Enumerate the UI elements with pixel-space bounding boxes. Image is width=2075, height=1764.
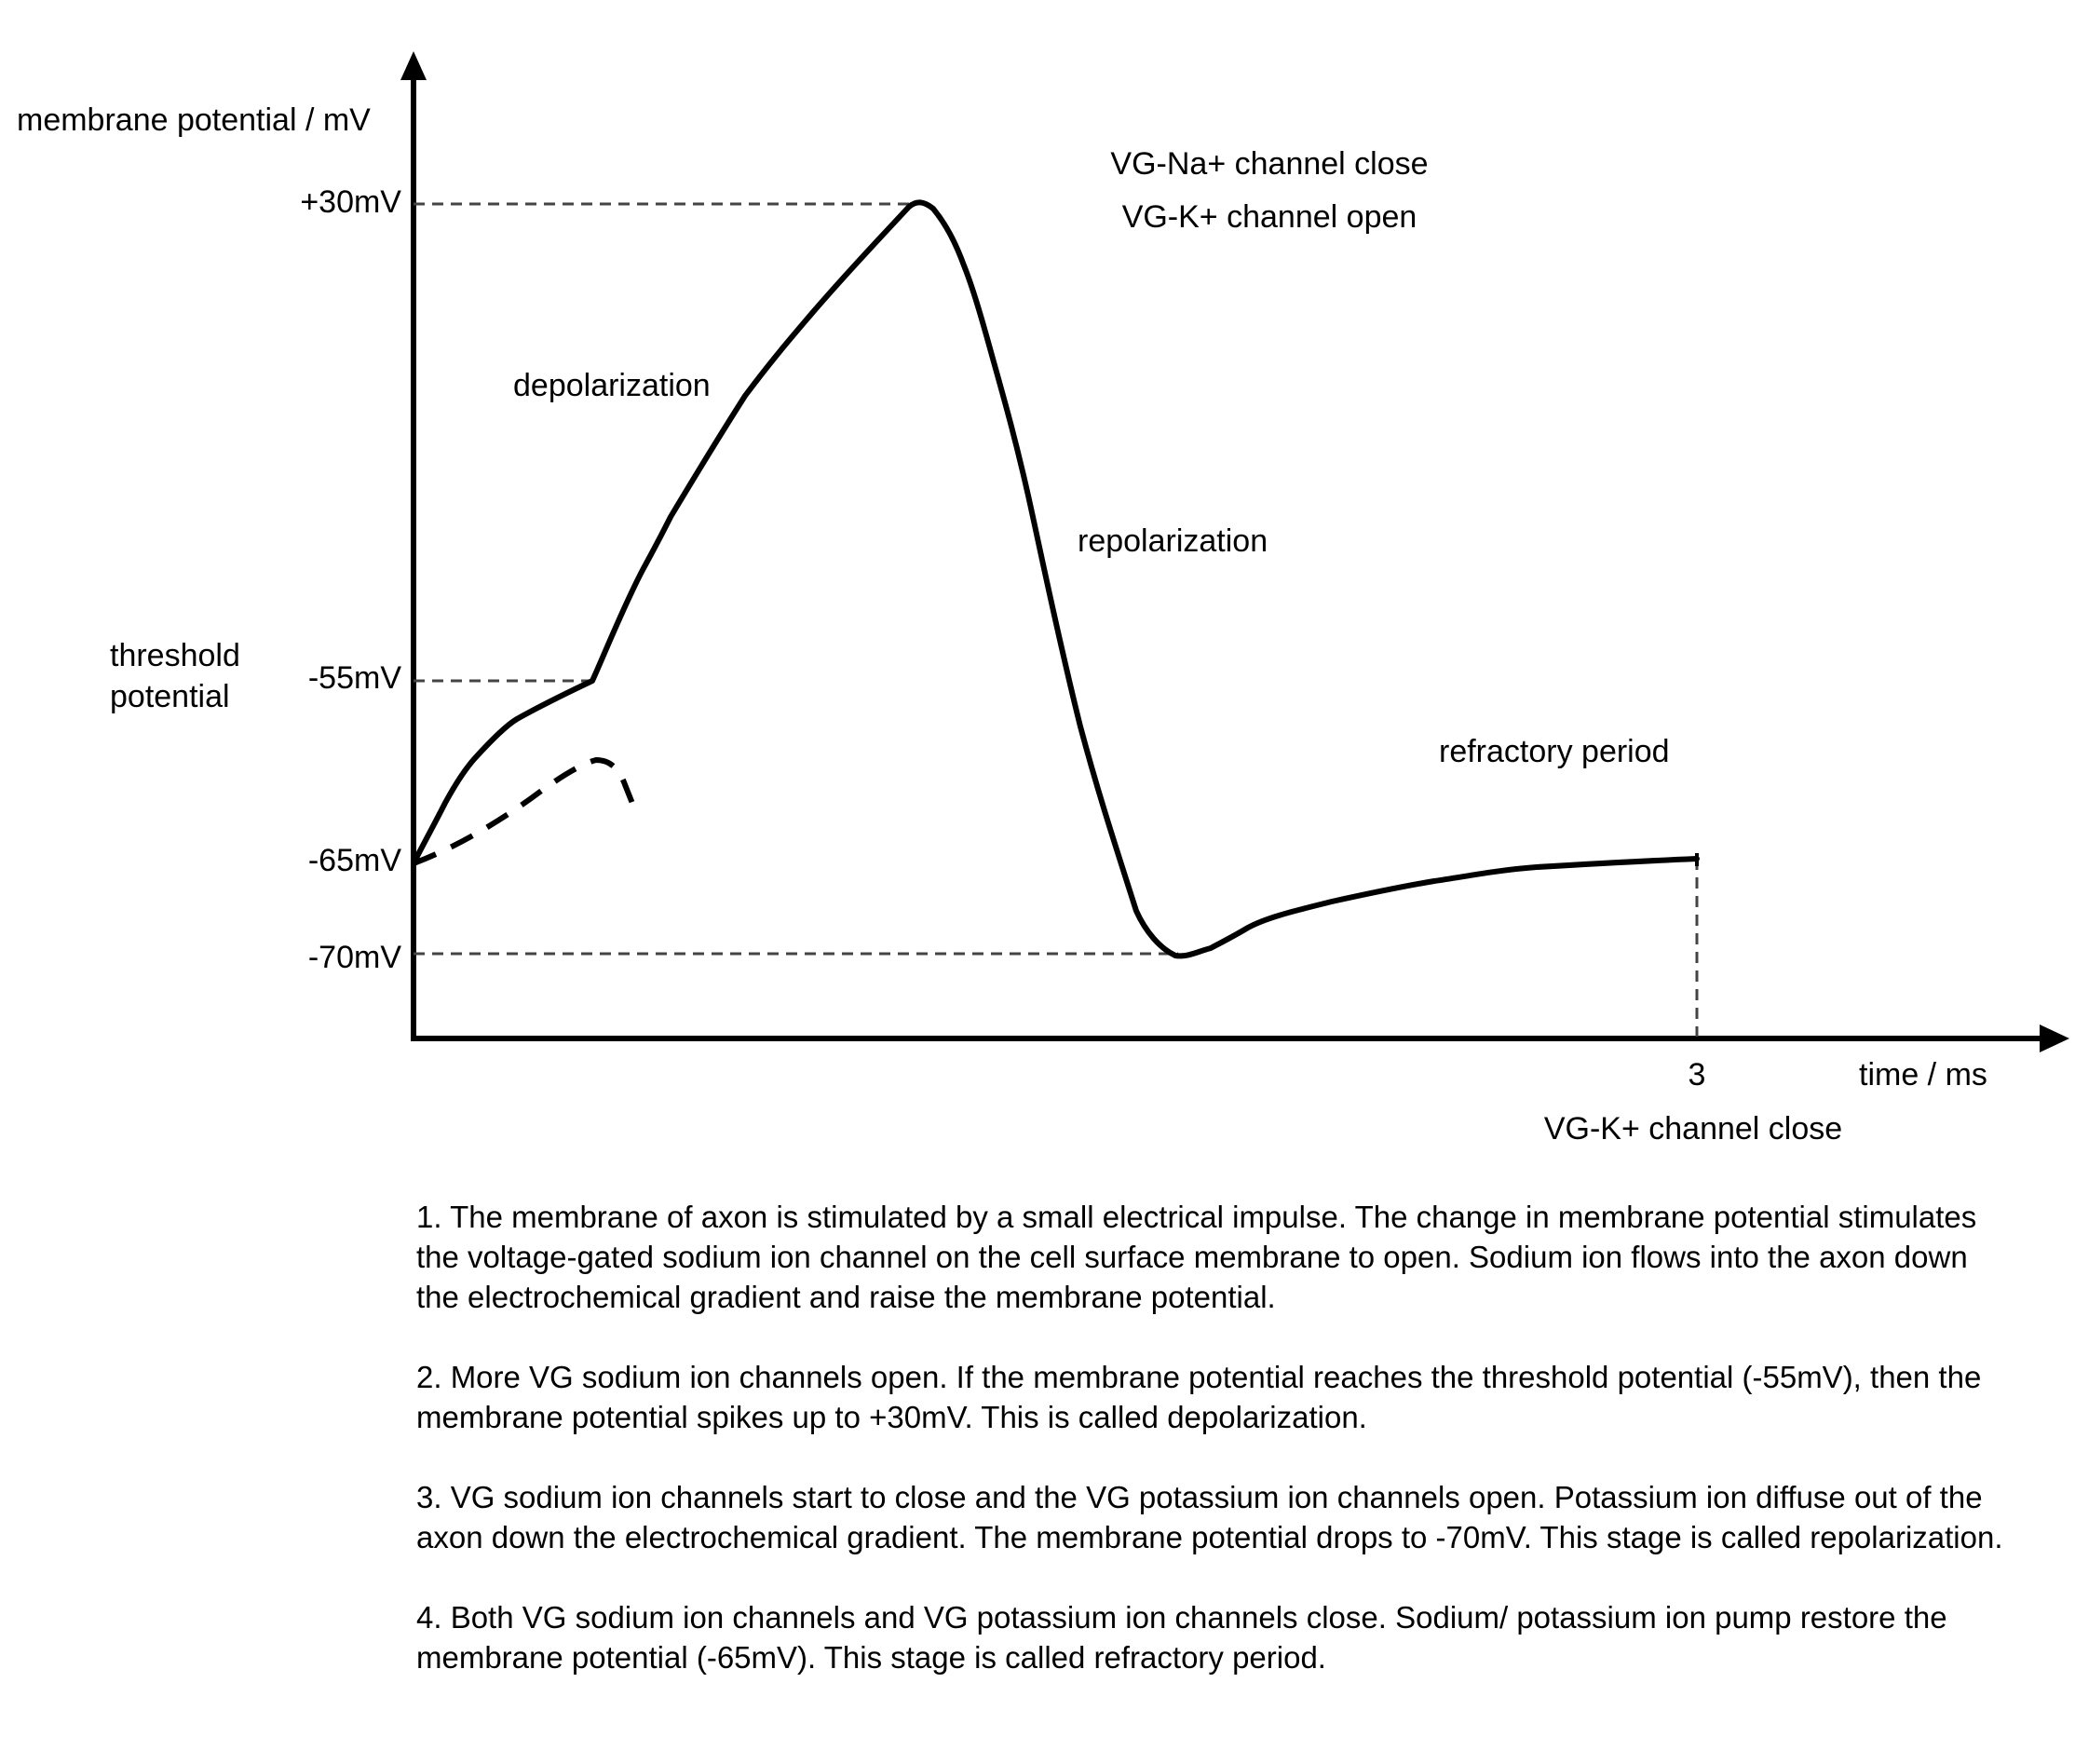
tick-label-minus65: -65mV [308, 843, 401, 878]
annotation-na-close: VG-Na+ channel close [1110, 146, 1428, 182]
x-axis-title: time / ms [1859, 1057, 1987, 1092]
note-step-3: 3. VG sodium ion channels start to close… [416, 1480, 2003, 1554]
threshold-label-line2: potential [110, 679, 230, 714]
note-step-2: 2. More VG sodium ion channels open. If … [416, 1360, 1982, 1434]
x-axis-arrow [2040, 1024, 2069, 1052]
y-axis-title: membrane potential / mV [17, 102, 371, 138]
explanation-notes: 1. The membrane of axon is stimulated by… [416, 1197, 2018, 1717]
tick-label-minus55: -55mV [308, 660, 401, 696]
tick-label-minus70: -70mV [308, 940, 401, 975]
action-potential-curve [411, 199, 1700, 959]
subthreshold-dashed-curve [412, 756, 638, 866]
annotation-refractory-period: refractory period [1439, 734, 1670, 769]
note-step-1: 1. The membrane of axon is stimulated by… [416, 1200, 1977, 1314]
note-step-4: 4. Both VG sodium ion channels and VG po… [416, 1600, 1947, 1675]
annotation-k-open: VG-K+ channel open [1122, 199, 1417, 235]
tick-label-plus30: +30mV [300, 184, 401, 220]
y-axis-arrow [400, 51, 427, 80]
tick-label-time-3: 3 [1688, 1057, 1706, 1092]
threshold-label-line1: threshold [110, 638, 240, 673]
annotation-repolarization: repolarization [1078, 523, 1268, 559]
annotation-depolarization: depolarization [513, 368, 711, 403]
annotation-k-close: VG-K+ channel close [1544, 1111, 1842, 1147]
